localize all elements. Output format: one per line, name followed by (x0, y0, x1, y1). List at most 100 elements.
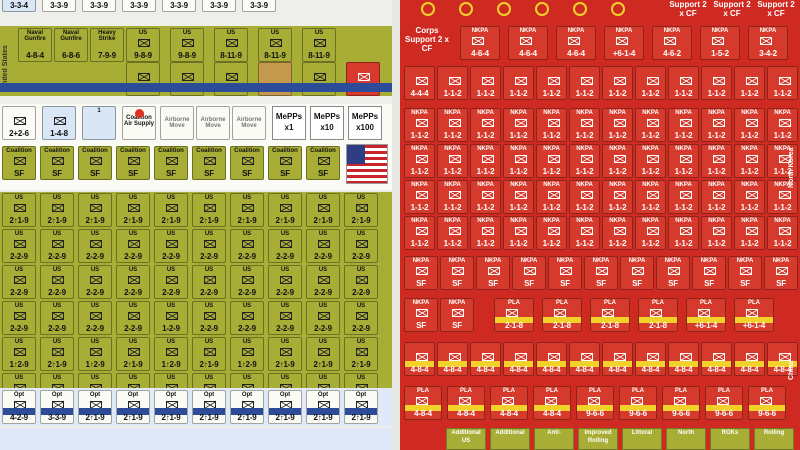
us-brigade-counter[interactable]: US 2-2-9 (116, 229, 150, 263)
support-cf-marker[interactable]: Support 2 x CF (757, 0, 795, 18)
pla-counter[interactable]: 4-8-4 (569, 342, 600, 376)
optional-counter[interactable]: Opt 2↑1-9 (192, 390, 226, 424)
us-brigade-counter[interactable]: US 2↑1-9 (192, 193, 226, 227)
nkpa-small-counter[interactable]: NKPA 1-1-2 (701, 180, 732, 214)
nkpa-counter[interactable]: 1-1-2 (536, 66, 567, 100)
us-brigade-counter[interactable]: US 1-2-9 (154, 301, 188, 335)
nkpa-small-counter[interactable]: NKPA 1-1-2 (635, 180, 666, 214)
nkpa-small-counter[interactable]: NKPA 1-1-2 (503, 216, 534, 250)
nkpa-small-counter[interactable]: NKPA 1-1-2 (503, 144, 534, 178)
us-brigade-counter[interactable]: US 2↑1-9 (306, 337, 340, 371)
us-brigade-counter[interactable]: US 2↑1-9 (268, 337, 302, 371)
pla-counter[interactable]: 4-8-4 (701, 342, 732, 376)
pla-counter[interactable]: PLA 4-8-4 (533, 386, 571, 420)
chemical-hazard-icon[interactable] (450, 0, 482, 18)
optional-counter[interactable]: Opt 2↑1-9 (78, 390, 112, 424)
pla-counter[interactable]: PLA +6-1-4 (686, 298, 726, 332)
pla-counter[interactable]: PLA 9-6-6 (705, 386, 743, 420)
us-brigade-counter[interactable]: US 2↑1-9 (154, 193, 188, 227)
coalition-counter[interactable]: 1-4-8 (42, 106, 76, 140)
pla-counter[interactable]: 4-8-4 (503, 342, 534, 376)
pla-counter[interactable]: PLA 2-1-8 (590, 298, 630, 332)
us-brigade-counter[interactable]: US 2-2-9 (192, 229, 226, 263)
nkpa-small-counter[interactable]: NKPA 1-1-2 (404, 144, 435, 178)
coalition-sf-counter[interactable]: Coalition SF (306, 146, 340, 180)
nkpa-sf-counter[interactable]: NKPA SF (404, 298, 438, 332)
mepps-marker[interactable]: MePPs x100 (348, 106, 382, 140)
nkpa-sf-counter[interactable]: NKPA SF (440, 256, 474, 290)
nkpa-sf-counter[interactable]: NKPA SF (440, 298, 474, 332)
blue-marker-counter[interactable]: 1 (82, 106, 116, 140)
us-brigade-counter[interactable]: US 2-2-9 (116, 265, 150, 299)
nkpa-sf-counter[interactable]: NKPA SF (656, 256, 690, 290)
nkpa-counter[interactable]: 4-4-4 (404, 66, 435, 100)
chemical-hazard-icon[interactable] (412, 0, 444, 18)
nkpa-counter[interactable]: NKPA 4-6-4 (508, 26, 548, 60)
us-brigade-counter[interactable]: US 1↑2-9 (154, 337, 188, 371)
us-brigade-counter[interactable]: US 2-2-9 (40, 301, 74, 335)
nkpa-small-counter[interactable]: NKPA 1-1-2 (470, 108, 501, 142)
nkpa-small-counter[interactable]: NKPA 1-1-2 (701, 144, 732, 178)
us-brigade-counter[interactable]: US 2↑1-9 (344, 337, 378, 371)
nkpa-small-counter[interactable]: NKPA 1-1-2 (767, 108, 798, 142)
nkpa-counter[interactable]: 1-1-2 (569, 66, 600, 100)
nkpa-sf-counter[interactable]: NKPA SF (692, 256, 726, 290)
pla-counter[interactable]: 4-8-4 (536, 342, 567, 376)
us-brigade-counter[interactable]: US 2-2-9 (2, 265, 36, 299)
nkpa-small-counter[interactable]: NKPA 1-1-2 (569, 180, 600, 214)
nkpa-sf-counter[interactable]: NKPA SF (476, 256, 510, 290)
nkpa-sf-counter[interactable]: NKPA SF (764, 256, 798, 290)
us-brigade-counter[interactable]: US 1↑2-9 (2, 337, 36, 371)
nkpa-small-counter[interactable]: NKPA 1-1-2 (602, 216, 633, 250)
top-counter[interactable]: 3-3-9 (202, 0, 236, 12)
top-counter[interactable]: 3-3-9 (122, 0, 156, 12)
coalition-air-supply-counter[interactable]: Coalition Air Supply (122, 106, 156, 140)
nkpa-small-counter[interactable]: NKPA 1-1-2 (701, 108, 732, 142)
nkpa-counter[interactable]: NKPA +6-1-4 (604, 26, 644, 60)
us-brigade-counter[interactable]: US 2-2-9 (306, 301, 340, 335)
pla-counter[interactable]: PLA 9-6-6 (619, 386, 657, 420)
us-brigade-counter[interactable]: US 2-2-9 (268, 265, 302, 299)
us-brigade-counter[interactable]: US 2-2-9 (2, 301, 36, 335)
nkpa-small-counter[interactable]: NKPA 1-1-2 (470, 180, 501, 214)
us-division-counter[interactable]: US 8-11-9 (302, 28, 336, 62)
pla-counter[interactable]: 4-8-4 (470, 342, 501, 376)
nkpa-counter[interactable]: NKPA 4-6-4 (556, 26, 596, 60)
pla-counter[interactable]: PLA 2-1-8 (638, 298, 678, 332)
nkpa-small-counter[interactable]: NKPA 1-1-2 (437, 180, 468, 214)
optional-counter[interactable]: Opt 4-2-9 (2, 390, 36, 424)
pla-counter[interactable]: PLA 9-6-6 (576, 386, 614, 420)
nkpa-small-counter[interactable]: NKPA 1-1-2 (767, 144, 798, 178)
us-brigade-counter[interactable]: US 2-2-9 (344, 229, 378, 263)
us-brigade-counter[interactable]: US 2-2-9 (192, 265, 226, 299)
bottom-marker[interactable]: Additional (490, 428, 530, 450)
us-brigade-counter[interactable]: US 2-2-9 (230, 229, 264, 263)
nkpa-counter[interactable]: NKPA 4-6-2 (652, 26, 692, 60)
coalition-sf-counter[interactable]: Coalition SF (268, 146, 302, 180)
us-brigade-counter[interactable]: US 1↑2-9 (230, 337, 264, 371)
nkpa-small-counter[interactable]: NKPA 1-1-2 (635, 108, 666, 142)
nkpa-small-counter[interactable]: NKPA 1-1-2 (767, 216, 798, 250)
us-brigade-counter[interactable]: US 2-2-9 (268, 301, 302, 335)
coalition-sf-counter[interactable]: Coalition SF (192, 146, 226, 180)
chemical-hazard-icon[interactable] (564, 0, 596, 18)
nkpa-small-counter[interactable]: NKPA 1-1-2 (536, 144, 567, 178)
nkpa-small-counter[interactable]: NKPA 1-1-2 (404, 108, 435, 142)
nkpa-small-counter[interactable]: NKPA 1-1-2 (404, 180, 435, 214)
us-brigade-counter[interactable]: US 2-2-9 (78, 265, 112, 299)
nkpa-small-counter[interactable]: NKPA 1-1-2 (668, 180, 699, 214)
pla-counter[interactable]: 4-8-4 (734, 342, 765, 376)
nkpa-sf-counter[interactable]: NKPA SF (548, 256, 582, 290)
us-brigade-counter[interactable]: US 2↑1-9 (344, 193, 378, 227)
nkpa-small-counter[interactable]: NKPA 1-1-2 (734, 180, 765, 214)
nkpa-counter[interactable]: 1-1-2 (734, 66, 765, 100)
nkpa-counter[interactable]: NKPA 3-4-2 (748, 26, 788, 60)
nkpa-counter[interactable]: 1-1-2 (635, 66, 666, 100)
nkpa-small-counter[interactable]: NKPA 1-1-2 (569, 216, 600, 250)
coalition-counter[interactable]: 2+2-6 (2, 106, 36, 140)
optional-counter[interactable]: Opt 3-3-9 (40, 390, 74, 424)
nkpa-small-counter[interactable]: NKPA 1-1-2 (668, 108, 699, 142)
us-brigade-counter[interactable]: US 2↑1-9 (192, 337, 226, 371)
pla-counter[interactable]: 4-8-4 (767, 342, 798, 376)
optional-counter[interactable]: Opt 2↑1-9 (306, 390, 340, 424)
